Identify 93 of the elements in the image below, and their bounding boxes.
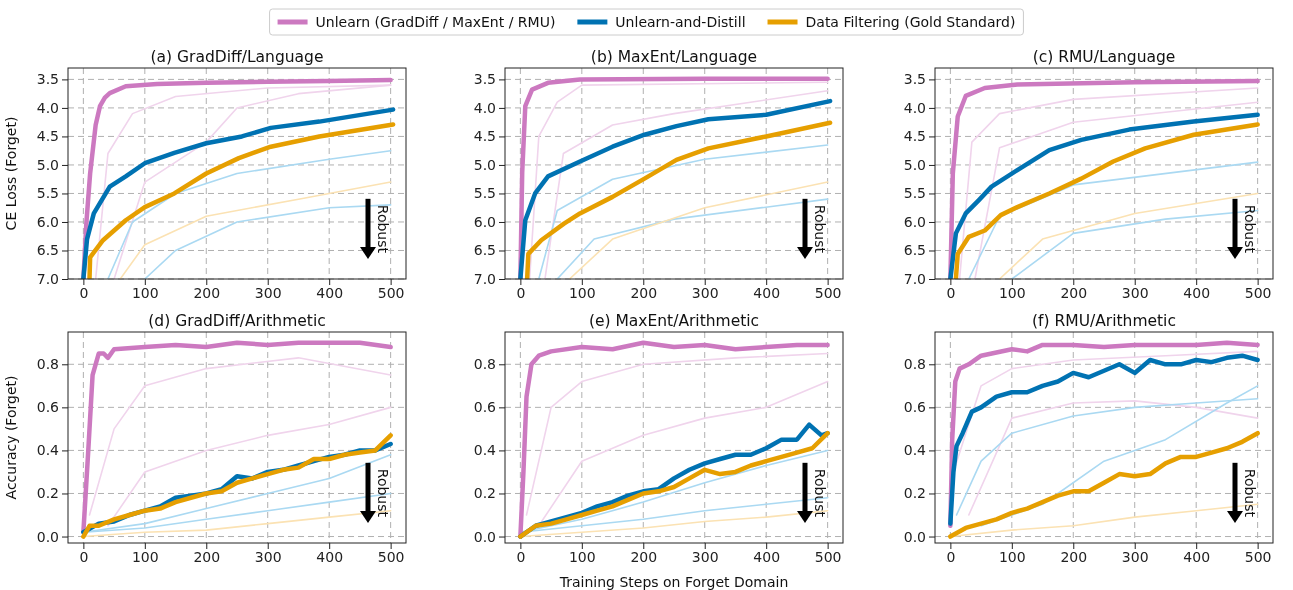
y-tick-label: 5.5: [903, 185, 926, 202]
chart-title: (c) RMU/Language: [1032, 48, 1176, 66]
chart-title: (a) GradDiff/Language: [150, 48, 324, 66]
y-tick-label: 0.0: [903, 528, 926, 545]
y-tick-label: 6.0: [903, 213, 926, 230]
x-tick-label: 0: [516, 548, 526, 565]
x-tick-label: 300: [691, 284, 719, 301]
y-tick-label: 0.0: [36, 528, 59, 545]
y-tick-label: 5.5: [473, 185, 496, 202]
x-tick-label: 200: [1060, 548, 1088, 565]
x-tick-label: 300: [254, 284, 282, 301]
annotation: Robust: [375, 204, 391, 254]
y-tick-label: 6.0: [36, 213, 59, 230]
x-tick-label: 500: [1244, 284, 1272, 301]
legend-label: Data Filtering (Gold Standard): [805, 14, 1016, 30]
legend-label: Unlearn-and-Distill: [615, 14, 746, 30]
x-tick-label: 0: [946, 548, 956, 565]
y-tick-label: 0.2: [473, 485, 496, 502]
x-tick-label: 400: [316, 548, 344, 565]
y-tick-label: 5.0: [473, 156, 496, 173]
y-tick-label: 5.0: [36, 156, 59, 173]
annotation: Robust: [375, 468, 391, 518]
chart-title: (e) MaxEnt/Arithmetic: [588, 312, 760, 330]
y-tick-label: 0.6: [36, 399, 60, 416]
x-tick-label: 400: [753, 284, 781, 301]
annotation: Robust: [812, 204, 828, 254]
x-tick-label: 300: [1121, 284, 1149, 301]
y-tick-label: 4.5: [903, 128, 926, 145]
y-tick-label: 0.8: [903, 356, 926, 373]
x-tick-label: 0: [516, 284, 526, 301]
x-tick-label: 500: [814, 284, 842, 301]
y-tick-label: 0.0: [473, 528, 496, 545]
y-tick-label: 0.8: [36, 356, 59, 373]
x-tick-label: 0: [946, 284, 956, 301]
x-tick-label: 100: [131, 284, 159, 301]
x-tick-label: 300: [254, 548, 282, 565]
annotation: Robust: [1242, 204, 1258, 254]
y-axis-title: CE Loss (Forget): [3, 116, 19, 231]
x-tick-label: 200: [630, 548, 658, 565]
x-tick-label: 100: [998, 548, 1026, 565]
y-tick-label: 3.5: [473, 71, 496, 88]
x-tick-label: 200: [193, 548, 221, 565]
x-tick-label: 200: [193, 284, 221, 301]
chart-title: (d) GradDiff/Arithmetic: [148, 312, 326, 330]
x-tick-label: 100: [568, 284, 596, 301]
x-tick-label: 500: [1244, 548, 1272, 565]
x-tick-label: 300: [691, 548, 719, 565]
x-tick-label: 0: [79, 548, 89, 565]
x-tick-label: 500: [814, 548, 842, 565]
y-tick-label: 7.0: [36, 270, 59, 287]
x-tick-label: 200: [1060, 284, 1088, 301]
y-tick-label: 0.4: [473, 442, 497, 459]
y-axis-title: Accuracy (Forget): [3, 375, 19, 500]
y-tick-label: 5.5: [36, 185, 59, 202]
chart-title: (f) RMU/Arithmetic: [1032, 312, 1176, 330]
y-tick-label: 6.5: [36, 242, 59, 259]
y-tick-label: 4.0: [473, 99, 496, 116]
y-tick-label: 7.0: [903, 270, 926, 287]
x-tick-label: 400: [753, 548, 781, 565]
x-tick-label: 100: [131, 548, 159, 565]
x-tick-label: 400: [1183, 548, 1211, 565]
x-tick-label: 0: [79, 284, 89, 301]
x-tick-label: 400: [1183, 284, 1211, 301]
y-tick-label: 0.8: [473, 356, 496, 373]
y-tick-label: 0.2: [903, 485, 926, 502]
y-tick-label: 0.4: [36, 442, 60, 459]
legend-label: Unlearn (GradDiff / MaxEnt / RMU): [315, 14, 556, 30]
y-tick-label: 4.0: [36, 99, 59, 116]
y-tick-label: 4.5: [36, 128, 59, 145]
y-tick-label: 3.5: [36, 71, 59, 88]
y-tick-label: 4.5: [473, 128, 496, 145]
y-tick-label: 7.0: [473, 270, 496, 287]
y-tick-label: 6.5: [473, 242, 496, 259]
y-tick-label: 0.2: [36, 485, 59, 502]
annotation: Robust: [1242, 468, 1258, 518]
x-tick-label: 200: [630, 284, 658, 301]
y-tick-label: 3.5: [903, 71, 926, 88]
y-tick-label: 0.6: [903, 399, 927, 416]
y-tick-label: 6.5: [903, 242, 926, 259]
y-tick-label: 5.0: [903, 156, 926, 173]
x-tick-label: 400: [316, 284, 344, 301]
x-tick-label: 500: [377, 284, 405, 301]
chart-title: (b) MaxEnt/Language: [590, 48, 758, 66]
x-tick-label: 500: [377, 548, 405, 565]
x-tick-label: 100: [998, 284, 1026, 301]
x-axis-title: Training Steps on Forget Domain: [558, 574, 789, 590]
annotation: Robust: [812, 468, 828, 518]
y-tick-label: 6.0: [473, 213, 496, 230]
y-tick-label: 0.6: [473, 399, 497, 416]
y-tick-label: 0.4: [903, 442, 927, 459]
y-tick-label: 4.0: [903, 99, 926, 116]
x-tick-label: 300: [1121, 548, 1149, 565]
x-tick-label: 100: [568, 548, 596, 565]
